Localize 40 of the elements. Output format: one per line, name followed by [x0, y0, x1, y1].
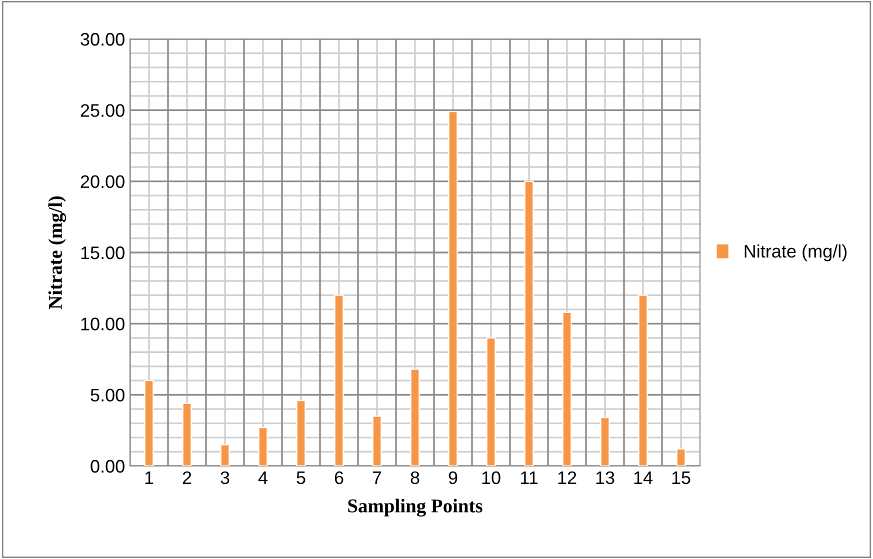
x-tick-label: 15	[672, 472, 690, 484]
x-tick-label: 14	[634, 472, 653, 484]
bar	[372, 416, 382, 466]
bar	[676, 448, 686, 466]
x-tick-label: 1	[145, 472, 154, 484]
y-tick-label: 0.00	[90, 460, 124, 473]
x-tick-label: 4	[258, 472, 268, 484]
bar	[182, 402, 192, 466]
x-tick-label: 7	[372, 472, 382, 484]
bar	[296, 400, 306, 466]
bar	[600, 417, 610, 466]
x-tick-label: 8	[410, 471, 420, 484]
x-tick-label: 10	[482, 471, 500, 484]
x-tick-label: 12	[558, 471, 576, 484]
bar	[144, 380, 154, 466]
bar	[334, 294, 344, 466]
y-axis-title: Nitrate (mg/l)	[48, 196, 66, 310]
y-tick-label: 15.00	[81, 246, 124, 260]
bar	[562, 312, 572, 466]
y-tick-label: 25.00	[80, 104, 124, 117]
bar	[220, 444, 230, 466]
bar	[524, 180, 534, 466]
bar	[258, 427, 268, 466]
x-tick-label: 2	[182, 471, 192, 484]
bar	[448, 111, 458, 466]
x-tick-label: 5	[296, 472, 306, 484]
y-tick-label: 5.00	[90, 388, 124, 402]
x-tick-label: 3	[220, 471, 230, 484]
x-tick-label: 6	[334, 471, 344, 484]
y-tick-label: 20.00	[80, 175, 124, 188]
y-tick-label: 30.00	[80, 32, 124, 46]
x-tick-label: 11	[521, 472, 538, 484]
bar	[486, 337, 496, 466]
y-tick-label: 10.00	[81, 318, 124, 330]
x-tick-label: 9	[448, 471, 458, 484]
bar	[410, 368, 420, 466]
x-axis-title: Sampling Points	[348, 498, 482, 517]
bar	[638, 294, 648, 466]
legend-label: Nitrate (mg/l)	[744, 244, 847, 262]
x-tick-label: 13	[596, 471, 614, 484]
